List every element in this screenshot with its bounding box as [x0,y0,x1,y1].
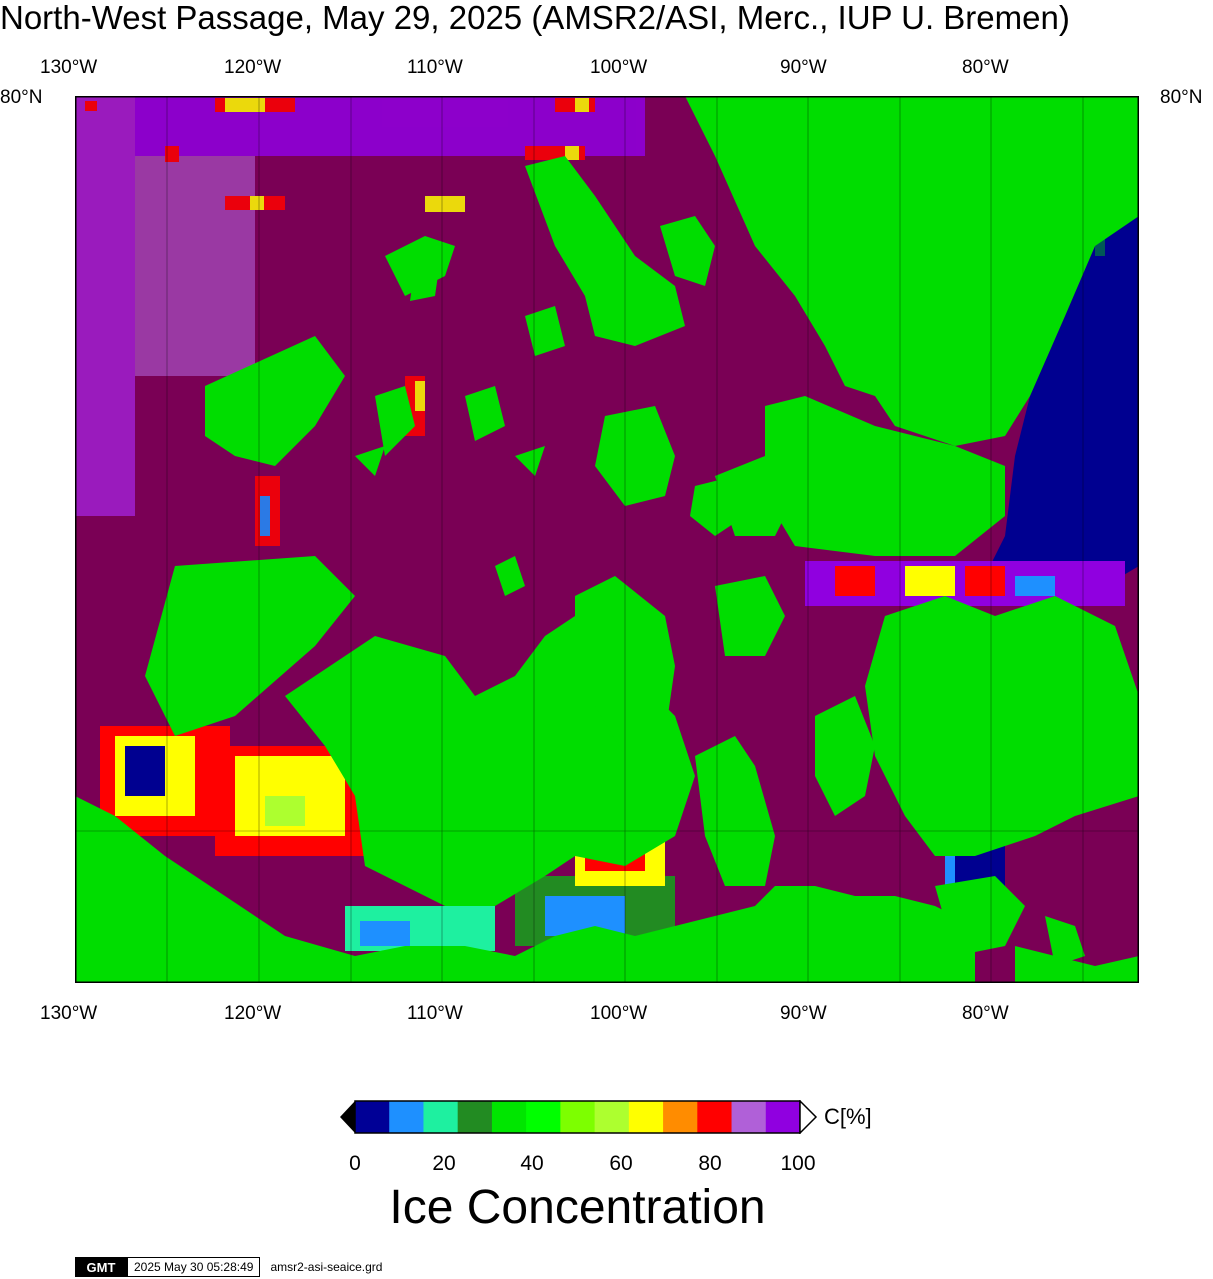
bottom-lon-label-120w: 120°W [224,1003,282,1024]
colorbar [340,1100,818,1134]
timestamp: 2025 May 30 05:28:49 [127,1257,261,1277]
bottom-lon-label-100w: 100°W [590,1003,648,1024]
devon-island [765,396,1005,556]
colorbar-low-arrow [340,1101,355,1133]
borden-island [410,261,440,301]
gmt-logo: GMT [75,1257,127,1277]
colorbar-segment [423,1101,459,1133]
colorbar-tick-60: 60 [609,1152,633,1175]
colorbar-tick-100: 100 [780,1152,816,1175]
bottom-lon-label-90w: 90°W [780,1003,827,1024]
map-frame [75,96,1139,983]
prince-patrick-island [375,386,415,456]
axel-heiberg-island [525,156,685,346]
bottom-lon-label-130w: 130°W [40,1003,98,1024]
east-coast-island [1045,916,1085,966]
colorbar-segment [697,1101,733,1133]
bathurst-island [595,406,675,506]
bottom-lon-label-80w: 80°W [962,1003,1009,1024]
top-lon-label-120w: 120°W [224,57,282,78]
land-masses [75,96,1139,983]
colorbar-segment [389,1101,425,1133]
eglinton-island [355,446,385,476]
brodeur-peninsula [715,456,795,536]
open-water-baffin-bay [985,216,1139,591]
bottom-lon-label-110w: 110°W [407,1003,463,1024]
banks-island [145,556,355,736]
top-lon-label-110w: 110°W [407,57,463,78]
ice-concentration-map [75,96,1139,983]
top-lon-label-90w: 90°W [780,57,827,78]
cameron-island [495,556,525,596]
ice-noise-lancaster [805,561,1125,606]
lat-label-left: 80°N [0,87,43,108]
baffin-island [865,596,1139,856]
lougheed-island [525,306,565,356]
ice-noise-amundsen-gulf [100,726,375,856]
gmt-timestamp: GMT 2025 May 30 05:28:49 amsr2-asi-seaic… [75,1257,382,1277]
colorbar-segment [526,1101,561,1133]
ellesmere-island [685,96,1139,446]
boothia-peninsula [695,736,775,886]
colorbar-caption: Ice Concentration [389,1181,766,1234]
graticule [75,96,1139,983]
byam-martin-island [465,386,505,441]
colorbar-segment [355,1101,390,1133]
colorbar-segment [663,1101,698,1133]
emerald-island [515,446,545,476]
amund-ringnes-island [660,216,715,286]
colorbar-segment [628,1101,664,1133]
top-lon-label-80w: 80°W [962,57,1009,78]
colorbar-tick-0: 0 [349,1152,361,1175]
mainland-east [1015,946,1139,983]
mainland-south [75,796,975,983]
colorbar-tick-20: 20 [432,1152,456,1175]
colorbar-segment [491,1101,527,1133]
colorbar-segment [560,1101,596,1133]
colorbar-segment [457,1101,493,1133]
colorbar-segment [594,1101,630,1133]
colorbar-segment [731,1101,767,1133]
somerset-island [715,576,785,656]
ice-noise-northwest [75,96,645,546]
map-title: North-West Passage, May 29, 2025 (AMSR2/… [0,0,1070,36]
filename: amsr2-asi-seaice.grd [270,1260,383,1274]
colorbar-tick-40: 40 [520,1152,544,1175]
colorbar-segment [765,1101,801,1133]
colorbar-high-arrow [799,1100,818,1134]
colorbar-segments [354,1100,801,1134]
lat-label-right: 80°N [1160,87,1203,108]
melville-island [205,336,345,466]
colorbar-tick-80: 80 [698,1152,722,1175]
melville-peninsula [815,696,875,816]
colorbar-unit: C[%] [824,1104,872,1129]
top-lon-label-100w: 100°W [590,57,648,78]
top-lon-label-130w: 130°W [40,57,98,78]
